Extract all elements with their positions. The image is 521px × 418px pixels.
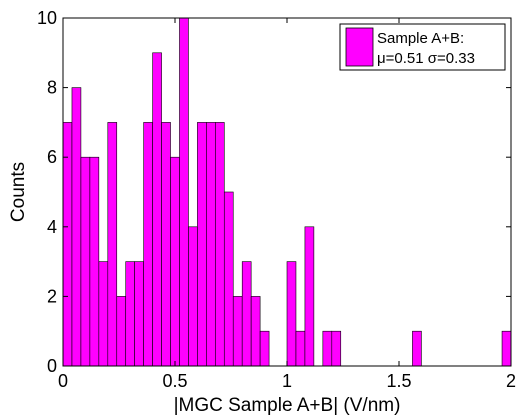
histogram-bar <box>224 192 233 366</box>
legend-swatch <box>346 28 373 66</box>
y-tick-label: 10 <box>37 8 57 28</box>
histogram-bar <box>179 18 188 366</box>
histogram-bar <box>251 296 260 366</box>
histogram-bar <box>90 157 99 366</box>
x-tick-label: 0 <box>58 371 68 391</box>
y-tick-label: 8 <box>47 78 57 98</box>
y-tick-label: 4 <box>47 217 57 237</box>
x-tick-label: 0.5 <box>162 371 187 391</box>
legend: Sample A+B: μ=0.51 σ=0.33 <box>340 24 505 70</box>
histogram-bar <box>153 53 162 366</box>
legend-stats: μ=0.51 σ=0.33 <box>377 50 475 67</box>
histogram-bar <box>323 331 332 366</box>
legend-label: Sample A+B: <box>377 30 464 47</box>
x-tick-label: 1.5 <box>386 371 411 391</box>
histogram-bar <box>412 331 421 366</box>
y-tick-label: 2 <box>47 286 57 306</box>
x-tick-label: 2 <box>506 371 516 391</box>
histogram-bar <box>233 296 242 366</box>
y-tick-label: 6 <box>47 147 57 167</box>
histogram-bar <box>99 262 108 366</box>
histogram-bar <box>117 296 126 366</box>
histogram-bar <box>108 122 117 366</box>
histogram-bar <box>197 122 206 366</box>
histogram-bar <box>72 88 81 366</box>
histogram-bar <box>135 262 144 366</box>
x-axis-label: |MGC Sample A+B| (V/nm) <box>174 395 401 416</box>
x-tick-label: 1 <box>282 371 292 391</box>
histogram-bar <box>144 122 153 366</box>
histogram-bar <box>260 331 269 366</box>
histogram-bar <box>296 331 305 366</box>
histogram-bar <box>162 122 171 366</box>
y-axis-label: Counts <box>8 162 29 222</box>
histogram-bar <box>171 157 180 366</box>
histogram-bar <box>287 262 296 366</box>
histogram-bar <box>502 331 511 366</box>
y-tick-label: 0 <box>47 356 57 376</box>
histogram-bar <box>126 262 135 366</box>
histogram-bar <box>332 331 341 366</box>
histogram-bar <box>81 157 90 366</box>
histogram-bar <box>305 227 314 366</box>
histogram-bar <box>242 262 251 366</box>
histogram-bar <box>188 227 197 366</box>
histogram-bar <box>215 122 224 366</box>
histogram-bar <box>206 122 215 366</box>
histogram-bar <box>63 122 72 366</box>
